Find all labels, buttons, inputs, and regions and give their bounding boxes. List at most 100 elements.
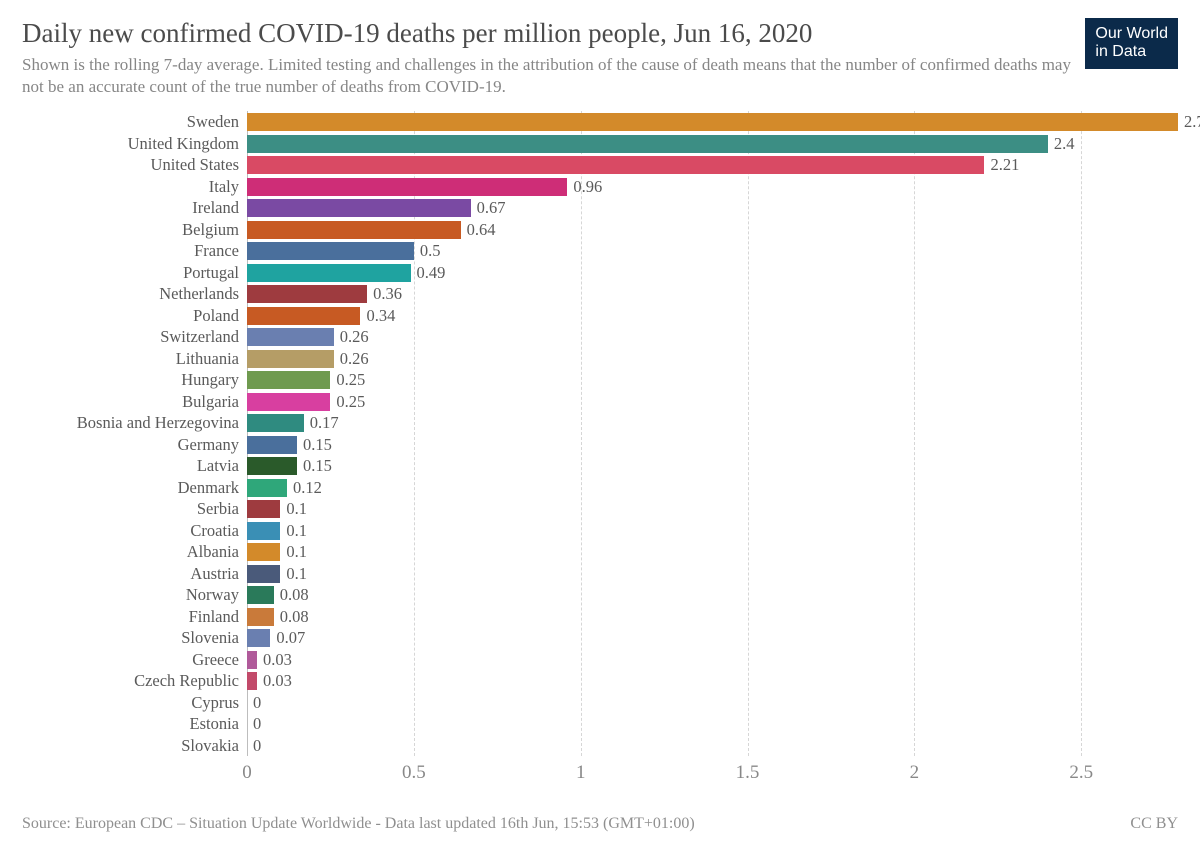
bar-value-label: 2.4 bbox=[1054, 134, 1075, 154]
bar-track: 2.79 bbox=[247, 111, 1178, 133]
bar-track: 0.1 bbox=[247, 520, 1178, 542]
bar-value-label: 0.1 bbox=[286, 521, 307, 541]
bar-value-label: 0.49 bbox=[417, 263, 446, 283]
bar-value-label: 0.1 bbox=[286, 499, 307, 519]
bar bbox=[247, 457, 297, 475]
bar bbox=[247, 178, 567, 196]
bar-category-label: Slovakia bbox=[22, 736, 247, 756]
bar-row: Bosnia and Herzegovina 0.17 bbox=[22, 412, 1178, 434]
bar-category-label: Czech Republic bbox=[22, 671, 247, 691]
plot: 00.511.522.5Sweden2.79United Kingdom2.4U… bbox=[22, 111, 1178, 809]
bar-value-label: 0.03 bbox=[263, 671, 292, 691]
bar-value-label: 0.1 bbox=[286, 564, 307, 584]
chart-area: 00.511.522.5Sweden2.79United Kingdom2.4U… bbox=[22, 111, 1178, 809]
bar-track: 2.21 bbox=[247, 154, 1178, 176]
bar-row: Italy0.96 bbox=[22, 176, 1178, 198]
bar-value-label: 0.1 bbox=[286, 542, 307, 562]
bar-row: Sweden2.79 bbox=[22, 111, 1178, 133]
bar-track: 0 bbox=[247, 713, 1178, 735]
bar-category-label: Estonia bbox=[22, 714, 247, 734]
bar-track: 0.34 bbox=[247, 305, 1178, 327]
bar-value-label: 0.26 bbox=[340, 327, 369, 347]
bar bbox=[247, 414, 304, 432]
bar-value-label: 0 bbox=[253, 714, 261, 734]
bar-value-label: 0.25 bbox=[336, 392, 365, 412]
bar-category-label: Switzerland bbox=[22, 327, 247, 347]
bar-category-label: Denmark bbox=[22, 478, 247, 498]
bar-track: 0.1 bbox=[247, 541, 1178, 563]
bar bbox=[247, 307, 360, 325]
bar-category-label: Lithuania bbox=[22, 349, 247, 369]
bar-category-label: Bulgaria bbox=[22, 392, 247, 412]
bar bbox=[247, 242, 414, 260]
bar-category-label: Bosnia and Herzegovina bbox=[22, 413, 247, 433]
bar-category-label: Austria bbox=[22, 564, 247, 584]
bar-row: Germany0.15 bbox=[22, 434, 1178, 456]
bar bbox=[247, 371, 330, 389]
x-tick-label: 1.5 bbox=[736, 762, 760, 784]
footer: Source: European CDC – Situation Update … bbox=[22, 809, 1178, 833]
bar-value-label: 0.26 bbox=[340, 349, 369, 369]
bar bbox=[247, 328, 334, 346]
bar-category-label: Serbia bbox=[22, 499, 247, 519]
bar-row: United States2.21 bbox=[22, 154, 1178, 176]
bar-row: Finland 0.08 bbox=[22, 606, 1178, 628]
bar-row: Greece0.03 bbox=[22, 649, 1178, 671]
bar-value-label: 0.17 bbox=[310, 413, 339, 433]
bar-category-label: Poland bbox=[22, 306, 247, 326]
bar-value-label: 0.15 bbox=[303, 456, 332, 476]
bar bbox=[247, 113, 1178, 131]
bar-category-label: Norway bbox=[22, 585, 247, 605]
bar bbox=[247, 350, 334, 368]
bar bbox=[247, 608, 274, 626]
bar bbox=[247, 586, 274, 604]
x-tick-label: 0.5 bbox=[402, 762, 426, 784]
bar-track: 0.17 bbox=[247, 412, 1178, 434]
bar-value-label: 0 bbox=[253, 693, 261, 713]
bar-value-label: 0.67 bbox=[477, 198, 506, 218]
bar-track: 0.07 bbox=[247, 627, 1178, 649]
bar-value-label: 0.07 bbox=[276, 628, 305, 648]
bar-category-label: Belgium bbox=[22, 220, 247, 240]
bar bbox=[247, 156, 984, 174]
bar-row: Bulgaria 0.25 bbox=[22, 391, 1178, 413]
bar-track: 0 bbox=[247, 735, 1178, 757]
bar bbox=[247, 285, 367, 303]
bar-value-label: 0.08 bbox=[280, 607, 309, 627]
bar-track: 0 bbox=[247, 692, 1178, 714]
bar-row: Denmark0.12 bbox=[22, 477, 1178, 499]
bar-value-label: 0.5 bbox=[420, 241, 441, 261]
bar-category-label: Sweden bbox=[22, 112, 247, 132]
bar-track: 0.08 bbox=[247, 606, 1178, 628]
bar-row: Austria 0.1 bbox=[22, 563, 1178, 585]
bar-row: Portugal0.49 bbox=[22, 262, 1178, 284]
bar-category-label: Cyprus bbox=[22, 693, 247, 713]
bar-value-label: 0 bbox=[253, 736, 261, 756]
bar bbox=[247, 135, 1048, 153]
chart-subtitle: Shown is the rolling 7-day average. Limi… bbox=[22, 54, 1073, 98]
bar-track: 0.12 bbox=[247, 477, 1178, 499]
bar-track: 0.15 bbox=[247, 434, 1178, 456]
chart-title: Daily new confirmed COVID-19 deaths per … bbox=[22, 18, 1073, 50]
bar-track: 0.08 bbox=[247, 584, 1178, 606]
x-tick-label: 0 bbox=[242, 762, 252, 784]
license-text: CC BY bbox=[1130, 815, 1178, 833]
bar bbox=[247, 393, 330, 411]
owid-logo: Our World in Data bbox=[1085, 18, 1178, 69]
bar-category-label: Slovenia bbox=[22, 628, 247, 648]
bar-row: Norway0.08 bbox=[22, 584, 1178, 606]
bar-category-label: Finland bbox=[22, 607, 247, 627]
bar-category-label: Greece bbox=[22, 650, 247, 670]
bar-category-label: Germany bbox=[22, 435, 247, 455]
bar-row: Estonia 0 bbox=[22, 713, 1178, 735]
bar-track: 2.4 bbox=[247, 133, 1178, 155]
bar-category-label: Italy bbox=[22, 177, 247, 197]
bar-row: France0.5 bbox=[22, 240, 1178, 262]
bar-row: Latvia0.15 bbox=[22, 455, 1178, 477]
bar-category-label: Hungary bbox=[22, 370, 247, 390]
bar-value-label: 0.34 bbox=[366, 306, 395, 326]
bar bbox=[247, 264, 411, 282]
bar-row: Switzerland 0.26 bbox=[22, 326, 1178, 348]
bar bbox=[247, 629, 270, 647]
bar-track: 0.36 bbox=[247, 283, 1178, 305]
